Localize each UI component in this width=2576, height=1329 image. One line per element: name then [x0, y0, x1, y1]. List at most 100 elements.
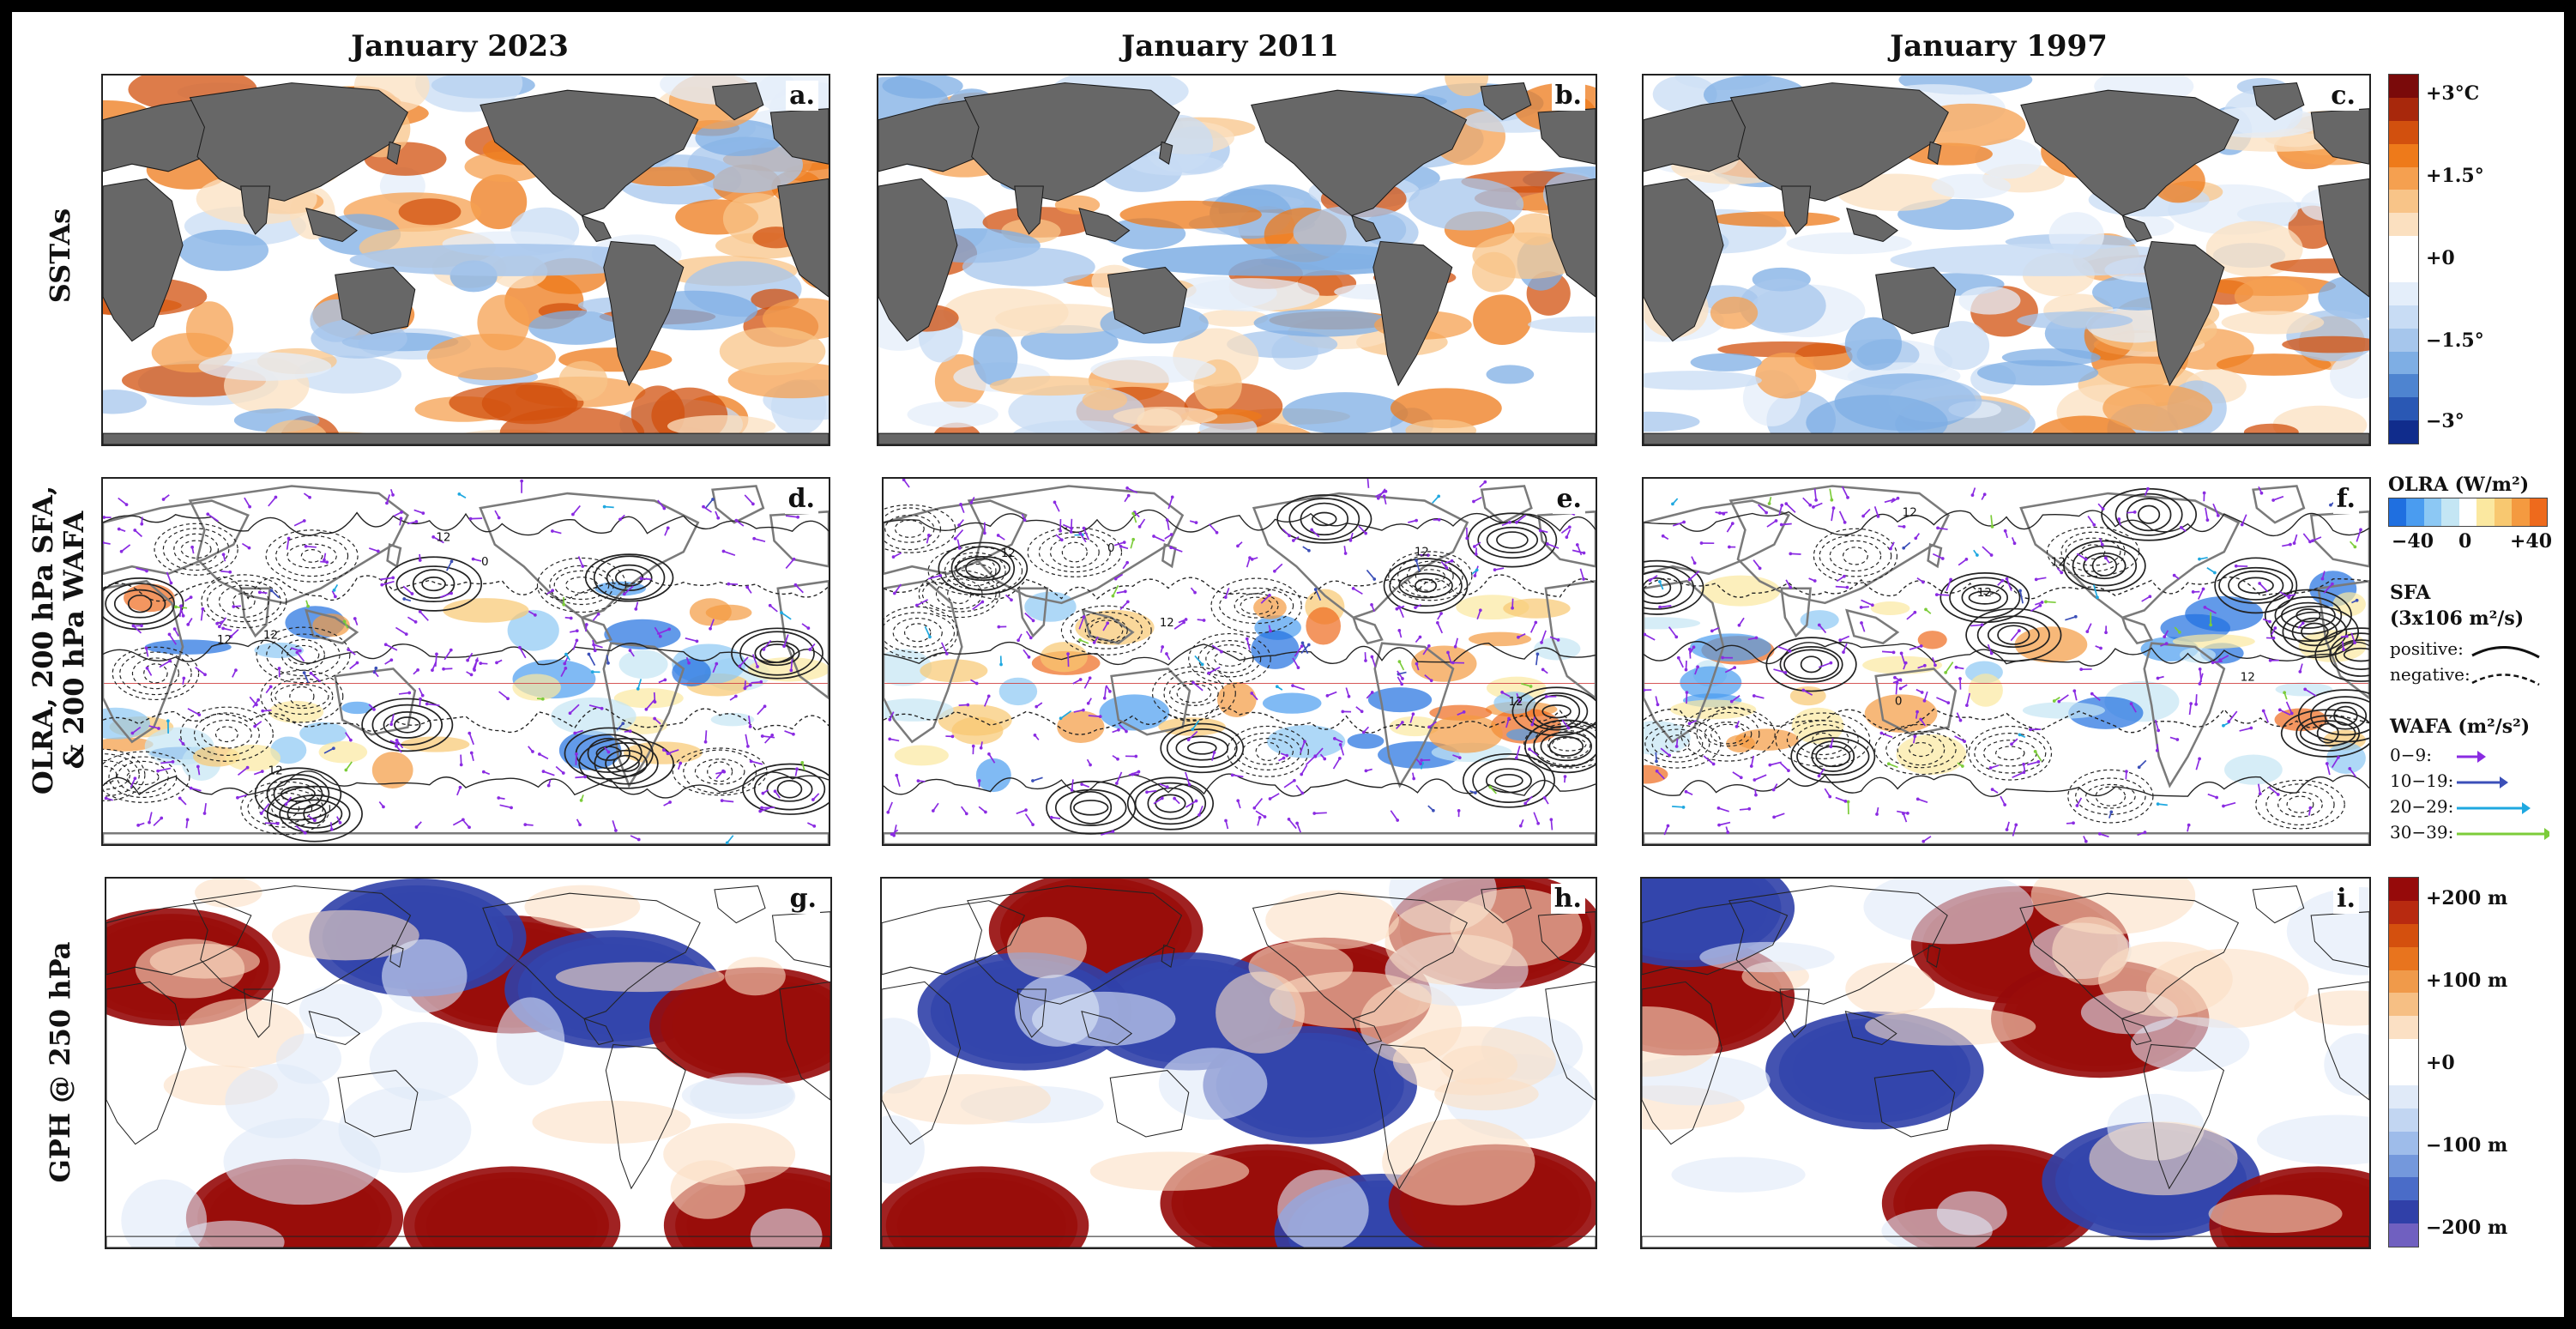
wafa-vector-head: [1108, 689, 1112, 693]
sfa-positive-contour: [1046, 780, 1137, 835]
sfa-negative-contour: [1897, 733, 1946, 766]
wafa-vector: [2197, 589, 2205, 600]
wafa-vector: [759, 806, 770, 813]
contour-label: 12: [436, 530, 450, 544]
sfa-positive-contour: [383, 710, 431, 739]
wafa-vector-head: [1655, 759, 1658, 764]
wafa-vector: [1917, 798, 1928, 804]
wafa-vector-head: [2359, 528, 2362, 532]
wafa-vector-head: [687, 661, 691, 665]
sst-anomaly-patch: [1644, 411, 1700, 432]
wafa-vector: [893, 825, 897, 836]
wafa-vector-head: [1515, 520, 1518, 524]
wafa-vector-head: [2345, 634, 2349, 638]
sfa-negative-contour: [884, 507, 942, 551]
wafa-vector-head: [890, 832, 894, 837]
sfa-negative-contour: [549, 565, 614, 606]
wafa-vector: [470, 517, 483, 520]
wafa-vector: [2019, 590, 2024, 604]
wafa-vector-head: [1049, 815, 1053, 819]
wafa-vector-head: [201, 607, 205, 611]
wafa-vector-head: [410, 592, 414, 595]
continents: [1644, 82, 2369, 444]
wafa-vector-head: [1913, 734, 1917, 739]
wafa-vector-head: [449, 591, 453, 595]
olr-anomaly-patch: [1669, 699, 1757, 720]
sfa-positive-contour: [1968, 590, 2001, 605]
sfa-positive-contour: [1949, 577, 2021, 619]
wafa-item-label: 30−39:: [2390, 822, 2454, 843]
wafa-vector-head: [334, 595, 337, 599]
wafa-vector-head: [1488, 785, 1493, 789]
wafa-vector-head: [399, 516, 403, 521]
continent-shape: [878, 432, 1596, 444]
wafa-vector: [1781, 523, 1792, 526]
wafa-vector: [468, 733, 474, 746]
continent-outline: [1874, 668, 1958, 736]
wafa-vector: [1366, 569, 1375, 580]
sfa-negative-contour: [1240, 596, 1273, 615]
contour-label: 0: [1895, 694, 1903, 708]
sfa-positive-contour: [303, 804, 327, 825]
wafa-vector-head: [1236, 544, 1240, 548]
wafa-vector: [1835, 796, 1846, 802]
column-title-2023: January 2023: [351, 29, 569, 63]
sfa-positive-contour: [2280, 709, 2369, 758]
wafa-vector-head: [236, 795, 239, 800]
colorbar-swatch: [2389, 1084, 2418, 1109]
wafa-vector-head: [506, 697, 510, 701]
wafa-vector-head: [228, 570, 232, 574]
wafa-vector: [1835, 585, 1848, 589]
wafa-vector-head: [103, 516, 106, 519]
wafa-vector: [704, 498, 714, 510]
wafa-vector-head: [380, 583, 384, 587]
wafa-vector-head: [248, 504, 251, 509]
wafa-vector: [744, 494, 754, 504]
wafa-vector-head: [1462, 710, 1466, 714]
wafa-vector-head: [702, 504, 705, 509]
wafa-vector-head: [347, 648, 350, 651]
wafa-vector: [237, 766, 249, 776]
wafa-vector: [203, 803, 207, 814]
wafa-vector-head: [2175, 738, 2180, 741]
wafa-vector-head: [382, 805, 385, 809]
wafa-vector-head: [639, 577, 643, 581]
wafa-vector-head: [1250, 692, 1254, 695]
wafa-vector-head: [2155, 748, 2159, 752]
wafa-vector-head: [2005, 577, 2009, 581]
wafa-vector-head: [203, 673, 207, 677]
wafa-vector-head: [575, 752, 578, 756]
wafa-vector-head: [738, 664, 742, 668]
wafa-vector: [1294, 645, 1303, 657]
enso-equatorial-anomaly: [1122, 244, 1439, 276]
gph-tick: +0: [2426, 1052, 2455, 1074]
continent-shape: [1846, 208, 1898, 243]
wafa-vector-head: [133, 776, 137, 781]
olr-anomaly-patch: [894, 745, 949, 766]
wafa-vector: [286, 538, 290, 550]
wafa-vector: [763, 639, 772, 650]
sfa-negative-contour: [1188, 632, 1271, 685]
wafa-vector-head: [234, 668, 238, 672]
wafa-vector-head: [1936, 526, 1940, 530]
continent-outline: [2309, 510, 2369, 568]
wafa-vector-head: [190, 545, 194, 549]
sfa-negative-contour: [1696, 711, 1760, 757]
contour-label: 12: [1509, 696, 1523, 709]
gph-anomaly-patch: [2098, 941, 2233, 1018]
sst-anomaly-patch: [1182, 278, 1320, 311]
sfa-positive-contour: [595, 746, 622, 761]
wafa-vector-head: [1990, 524, 1994, 529]
sfa-positive-contour: [594, 742, 659, 785]
wafa-vector-head: [395, 741, 399, 746]
gph-anomaly-patch: [121, 1179, 208, 1247]
continent-shape: [1537, 108, 1596, 165]
olr-anomaly-patch: [951, 716, 1004, 745]
wafa-vector: [349, 661, 358, 670]
wafa-vector-head: [2258, 792, 2262, 795]
sst-tick: +3°C: [2426, 82, 2480, 105]
wafa-vector: [1447, 652, 1452, 664]
sfa-positive-contour: [1166, 728, 1238, 768]
wafa-vector: [187, 708, 200, 716]
map-svg: [1644, 76, 2369, 444]
